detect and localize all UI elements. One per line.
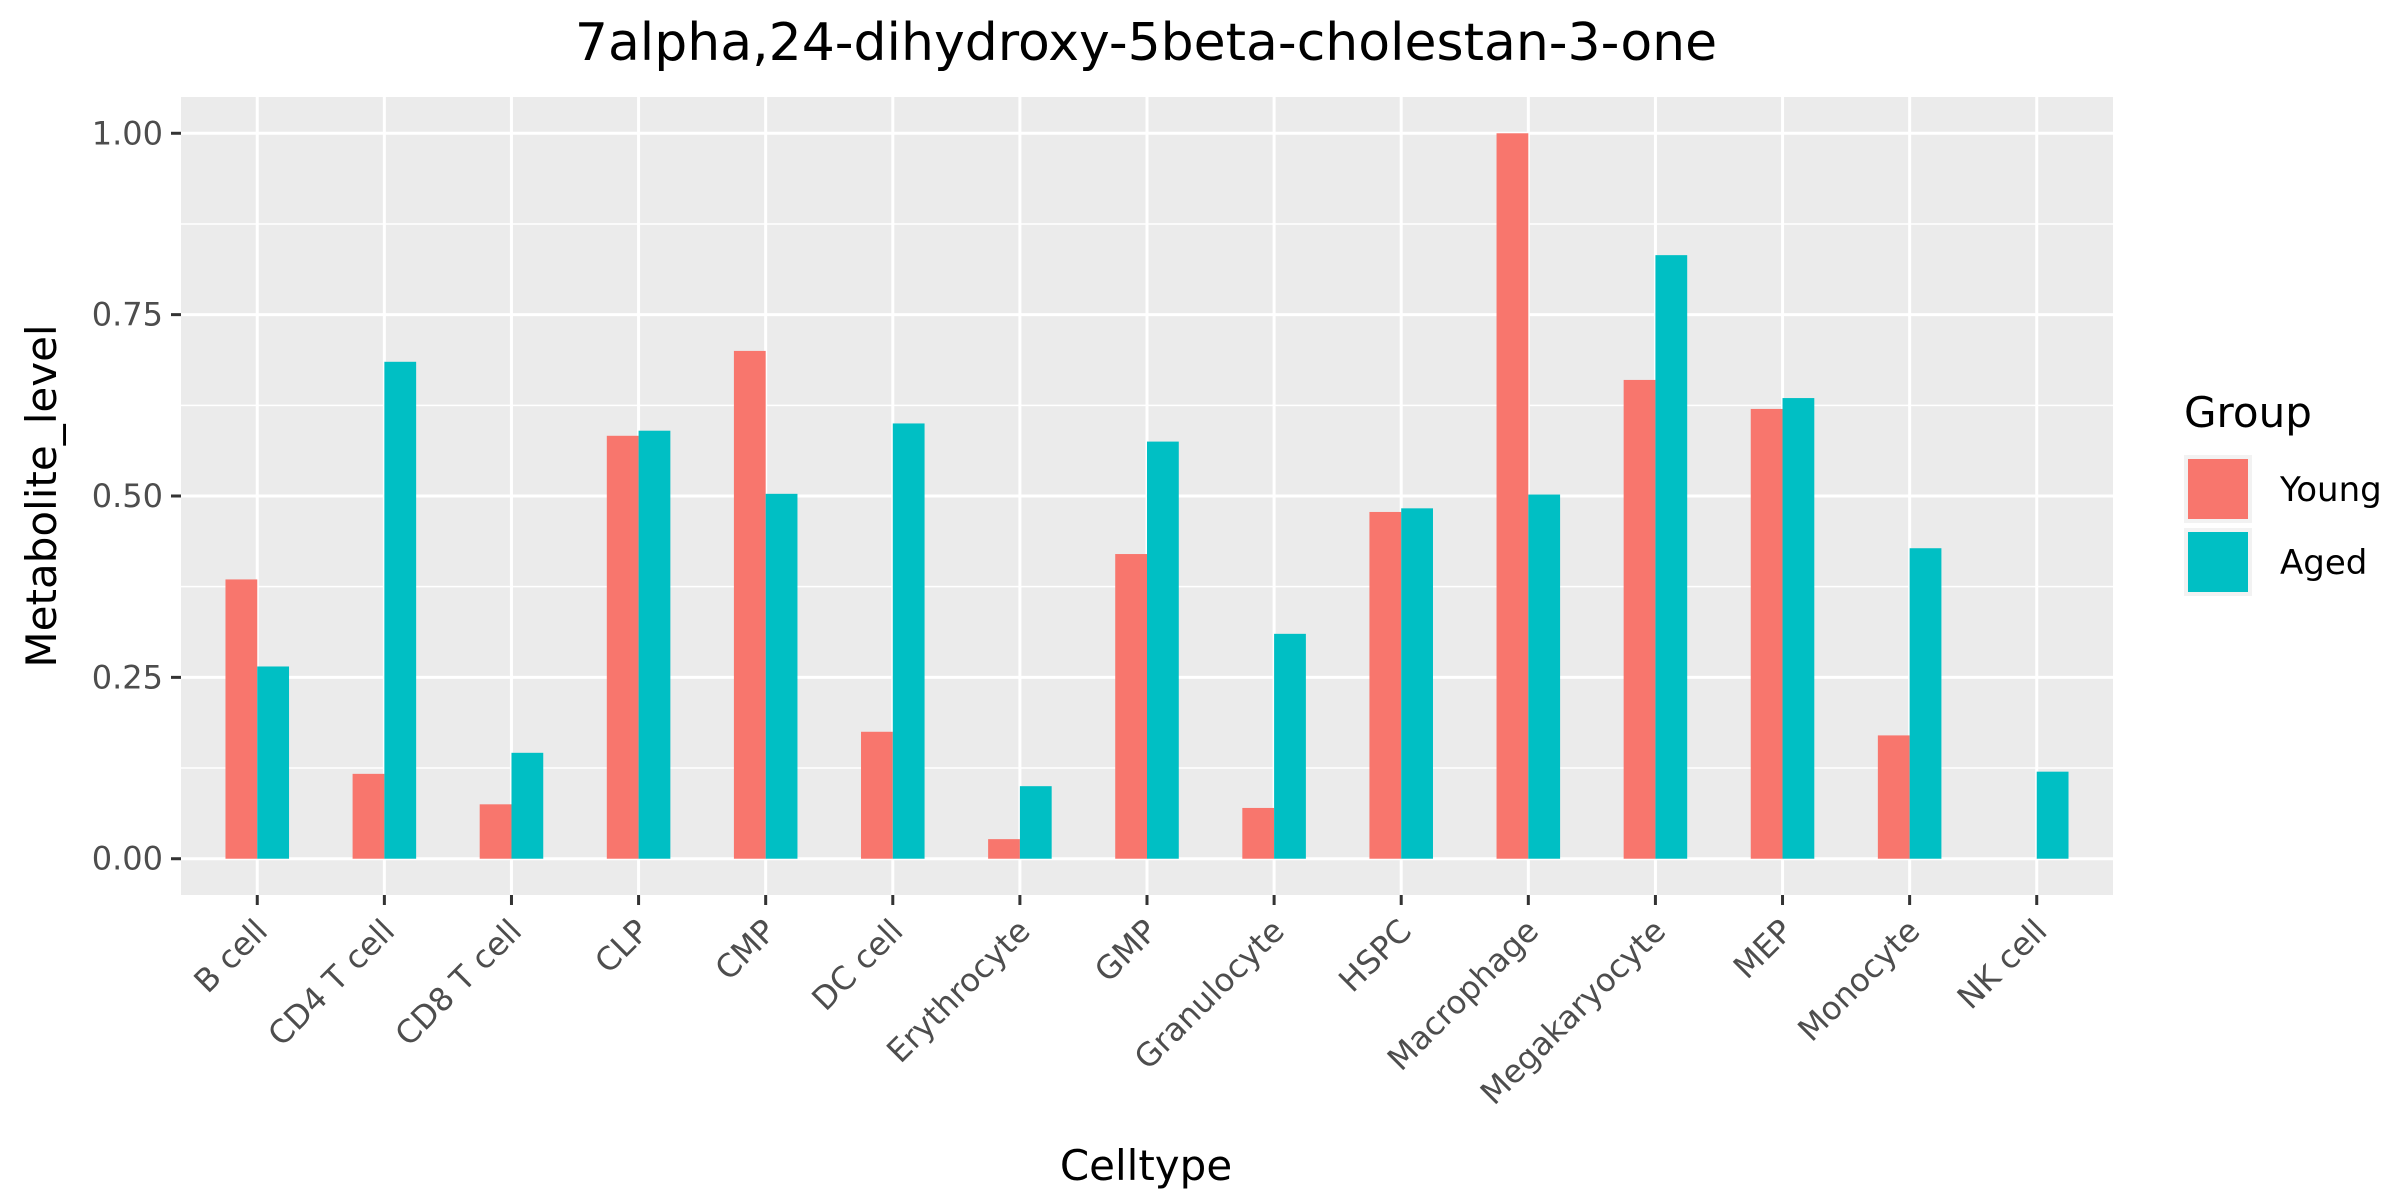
x-tick-label: CLP [587,912,656,981]
bar-aged-gmp [1147,441,1179,859]
bar-young-b-cell [225,579,258,859]
bar-aged-granulocyte [1274,633,1306,859]
x-tick-label: HSPC [1331,912,1419,1000]
bar-aged-nk-cell [2036,771,2069,859]
y-tick-label: 0.50 [92,477,163,515]
bar-aged-erythrocyte [1019,786,1052,859]
bar-young-gmp [1115,554,1147,859]
bar-aged-cd8-t-cell [511,752,544,859]
bar-young-hspc [1369,511,1402,859]
bar-aged-dc-cell [892,423,925,859]
bar-aged-hspc [1401,508,1433,859]
bar-young-clp [606,435,639,859]
bar-young-dc-cell [861,731,893,859]
bar-aged-cd4-t-cell [384,361,417,859]
bar-aged-clp [638,430,671,859]
legend-title: Group [2184,388,2312,437]
y-axis: 0.00 0.25 0.50 0.75 1.00 [92,114,181,878]
bar-young-monocyte [1877,735,1910,859]
bar-young-cmp [733,350,766,859]
y-tick-label: 0.75 [92,296,163,334]
x-tick-label: GMP [1087,912,1165,990]
legend-swatch [2188,532,2248,592]
x-tick-label: CD4 T cell [260,912,402,1054]
bar-aged-mep [1782,398,1815,859]
legend: Group Young Aged [2184,388,2382,596]
bar-young-granulocyte [1242,807,1275,859]
legend-label: Young [2279,470,2382,510]
y-tick-label: 0.00 [92,840,163,878]
x-tick-label: CD8 T cell [387,912,529,1054]
x-axis-title: Celltype [1060,1141,1232,1190]
y-tick-label: 1.00 [92,114,163,152]
chart-title: 7alpha,24-dihydroxy-5beta-cholestan-3-on… [575,13,1717,73]
bar-aged-monocyte [1909,548,1942,859]
bar-aged-b-cell [257,666,290,859]
x-tick-label: B cell [186,912,275,1001]
x-tick-label: DC cell [804,912,910,1018]
y-axis-title: Metabolite_level [17,324,66,667]
x-tick-label: Monocyte [1790,912,1927,1049]
bar-aged-cmp [765,493,798,859]
bar-young-mep [1750,408,1783,859]
x-tick-label: CMP [708,912,784,988]
y-tick-label: 0.25 [92,658,163,696]
x-tick-label: MEP [1726,912,1800,986]
legend-label: Aged [2280,543,2367,583]
bar-aged-macrophage [1528,494,1561,859]
bar-young-megakaryocyte [1623,379,1656,859]
x-tick-label: NK cell [1950,912,2055,1017]
bars [225,133,2069,859]
bar-aged-megakaryocyte [1655,255,1688,859]
bar-young-erythrocyte [988,839,1020,859]
bar-young-cd4-t-cell [352,773,385,859]
bar-young-macrophage [1496,133,1529,859]
bar-young-cd8-t-cell [479,804,512,859]
legend-swatch [2188,459,2248,519]
